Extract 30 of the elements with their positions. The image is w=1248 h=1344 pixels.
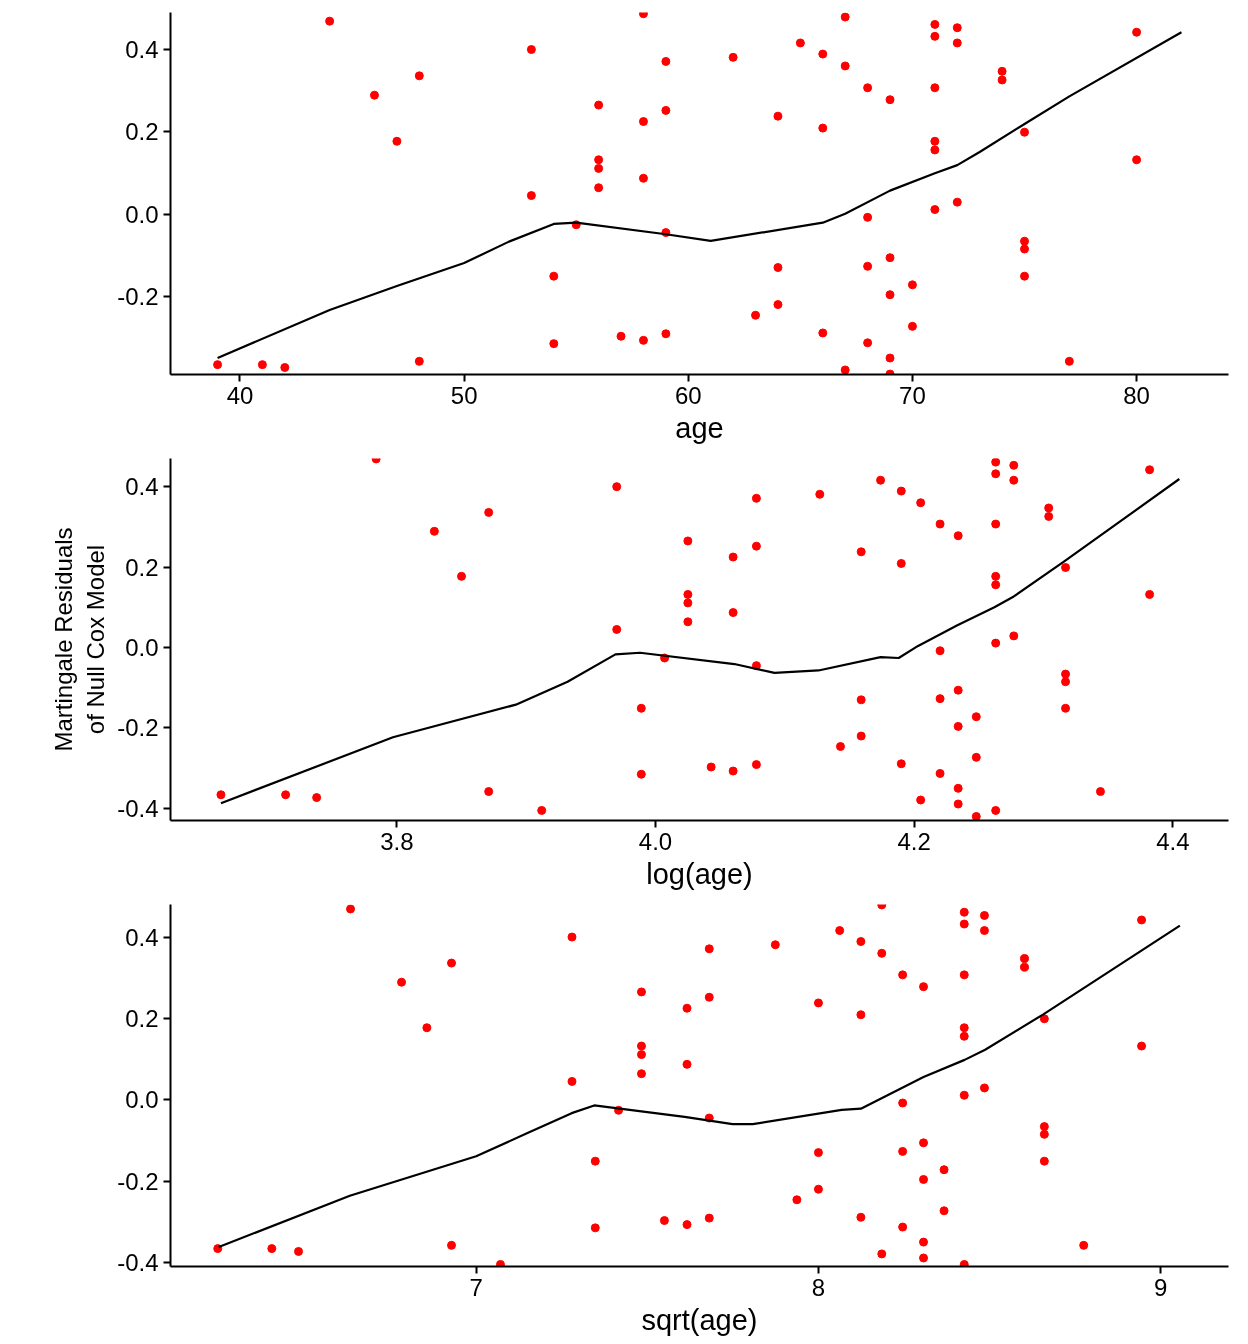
x-axis-title: age: [675, 411, 724, 444]
y-tick-label: 0.2: [125, 118, 159, 146]
x-axis-title: log(age): [646, 857, 753, 890]
x-tick-label: 3.8: [380, 827, 414, 855]
x-tick-label: 4.2: [897, 827, 931, 855]
x-tick-label: 60: [674, 381, 702, 409]
y-tick-label: 0.0: [125, 200, 159, 228]
y-tick-label: 0.0: [125, 1086, 159, 1114]
y-tick-label: -0.2: [117, 282, 159, 310]
y-tick-label: 0.0: [125, 634, 159, 662]
x-tick-label: 8: [811, 1273, 826, 1301]
x-tick-label: 9: [1154, 1273, 1168, 1301]
x-tick-label: 80: [1123, 381, 1150, 409]
x-tick-label: 7: [469, 1273, 483, 1301]
y-tick-label: 0.4: [125, 923, 159, 951]
x-axis-title: sqrt(age): [641, 1303, 758, 1336]
x-tick-label: 40: [226, 381, 254, 409]
x-tick-label: 4.0: [638, 827, 673, 855]
y-tick-label: 0.4: [125, 473, 159, 501]
x-tick-label: 4.4: [1156, 827, 1190, 855]
y-tick-label: -0.4: [117, 1248, 159, 1276]
y-tick-label: -0.4: [117, 794, 159, 822]
y-tick-label: -0.2: [117, 1167, 159, 1195]
y-tick-label: 0.2: [125, 553, 159, 581]
y-axis-title: Martingale Residuals of Null Cox Model: [49, 527, 110, 752]
y-tick-label: 0.2: [125, 1004, 159, 1032]
y-tick-label: 0.4: [125, 36, 159, 64]
y-tick-label: -0.2: [117, 714, 159, 742]
x-tick-label: 70: [899, 381, 926, 409]
x-tick-label: 50: [450, 381, 478, 409]
